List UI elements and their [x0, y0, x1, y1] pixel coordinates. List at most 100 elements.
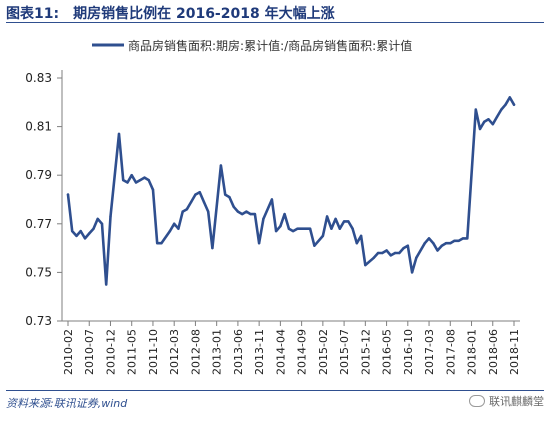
x-tick-label: 2010-07: [83, 329, 96, 375]
data-point: [202, 200, 206, 204]
x-tick-label: 2013-01: [211, 329, 224, 375]
watermark: 联讯麒麟堂: [469, 393, 544, 409]
data-point: [423, 242, 426, 245]
figure-title: 期房销售比例在 2016-2018 年大幅上涨: [73, 6, 335, 22]
x-tick-label: 2016-10: [402, 329, 415, 375]
data-point: [398, 251, 401, 255]
data-point: [304, 227, 308, 230]
data-point: [512, 103, 516, 106]
data-point: [389, 254, 392, 257]
chart-title: 图表11: 期房销售比例在 2016-2018 年大幅上涨: [6, 3, 335, 23]
wechat-icon: [469, 395, 485, 407]
data-point: [236, 210, 240, 213]
data-point: [500, 108, 503, 111]
series-layer: [66, 96, 516, 286]
data-point: [232, 205, 235, 208]
x-tick-label: 2014-09: [296, 329, 309, 375]
data-point: [376, 251, 380, 255]
data-point: [495, 115, 499, 119]
data-point: [130, 174, 133, 177]
data-point: [257, 242, 261, 245]
data-point: [338, 227, 341, 230]
x-tick-label: 2018-01: [466, 329, 479, 375]
data-point: [177, 227, 180, 230]
x-tick-label: 2015-12: [359, 329, 372, 375]
data-point: [79, 229, 82, 233]
data-point: [406, 244, 409, 247]
data-point: [432, 242, 435, 245]
watermark-text: 联讯麒麟堂: [489, 395, 544, 408]
data-point: [198, 191, 201, 194]
data-point: [347, 220, 350, 223]
data-point: [508, 96, 511, 99]
data-point: [483, 120, 486, 123]
data-point: [453, 239, 456, 242]
data-point: [96, 217, 99, 221]
x-tick-label: 2013-11: [253, 329, 266, 375]
data-point: [287, 227, 291, 230]
data-point: [334, 217, 337, 221]
legend-label: 商品房销售面积:期房:累计值:/商品房销售面积:累计值: [128, 38, 412, 53]
data-point: [181, 210, 184, 213]
data-point: [66, 193, 70, 196]
data-point: [449, 242, 452, 245]
data-point: [504, 103, 507, 106]
x-tick-label: 2010-12: [104, 329, 117, 375]
data-point: [100, 222, 104, 225]
data-point: [156, 242, 159, 245]
data-point: [207, 210, 210, 213]
x-tick-label: 2018-06: [487, 329, 500, 375]
series-line-0: [66, 96, 516, 286]
data-point: [147, 178, 150, 182]
data-point: [109, 215, 112, 218]
data-point: [487, 118, 490, 121]
data-point: [143, 176, 146, 179]
data-point: [491, 123, 494, 126]
data-point: [393, 251, 397, 255]
data-point: [185, 208, 189, 211]
data-point: [274, 229, 278, 233]
data-point: [283, 212, 286, 216]
data-point: [440, 244, 443, 247]
data-point: [160, 242, 163, 245]
data-point: [296, 227, 299, 230]
footer-rule: [6, 390, 544, 391]
data-point: [321, 234, 325, 238]
data-point: [279, 225, 282, 228]
x-tick-label: 2011-05: [126, 329, 139, 375]
x-tick-label: 2013-06: [232, 329, 245, 375]
y-axis: 0.73 0.75 0.77 0.79 0.81 0.83: [25, 70, 63, 328]
data-point: [245, 210, 248, 213]
data-point: [291, 229, 295, 233]
source-note: 资料来源:联讯证券,wind: [6, 397, 128, 410]
data-point: [194, 193, 197, 196]
x-tick-label: 2015-07: [338, 329, 351, 375]
data-point: [139, 178, 142, 182]
data-point: [224, 193, 227, 196]
figure-label: 图表11:: [6, 6, 60, 22]
data-point: [308, 227, 312, 230]
x-tick-label: 2012-03: [168, 329, 181, 375]
x-tick-label: 2014-04: [274, 329, 287, 375]
data-point: [75, 234, 78, 238]
data-point: [105, 283, 108, 286]
data-point: [88, 232, 91, 235]
data-point: [325, 215, 329, 218]
data-point: [117, 132, 121, 136]
y-tick-label: 0.79: [25, 168, 52, 182]
data-point: [461, 237, 465, 240]
data-point: [381, 251, 384, 255]
x-tick-label: 2017-03: [423, 329, 436, 375]
data-point: [466, 237, 469, 240]
x-tick-label: 2017-08: [444, 329, 457, 375]
y-tick-label: 0.83: [25, 71, 52, 85]
x-axis: 2010-02 2010-07 2010-12 2011-05 2011-10 2012-…: [62, 320, 521, 375]
data-point: [359, 234, 363, 238]
data-point: [126, 181, 129, 184]
data-point: [313, 244, 316, 247]
data-point: [415, 256, 418, 259]
data-point: [249, 212, 252, 216]
data-point: [122, 178, 125, 182]
data-point: [168, 229, 172, 233]
